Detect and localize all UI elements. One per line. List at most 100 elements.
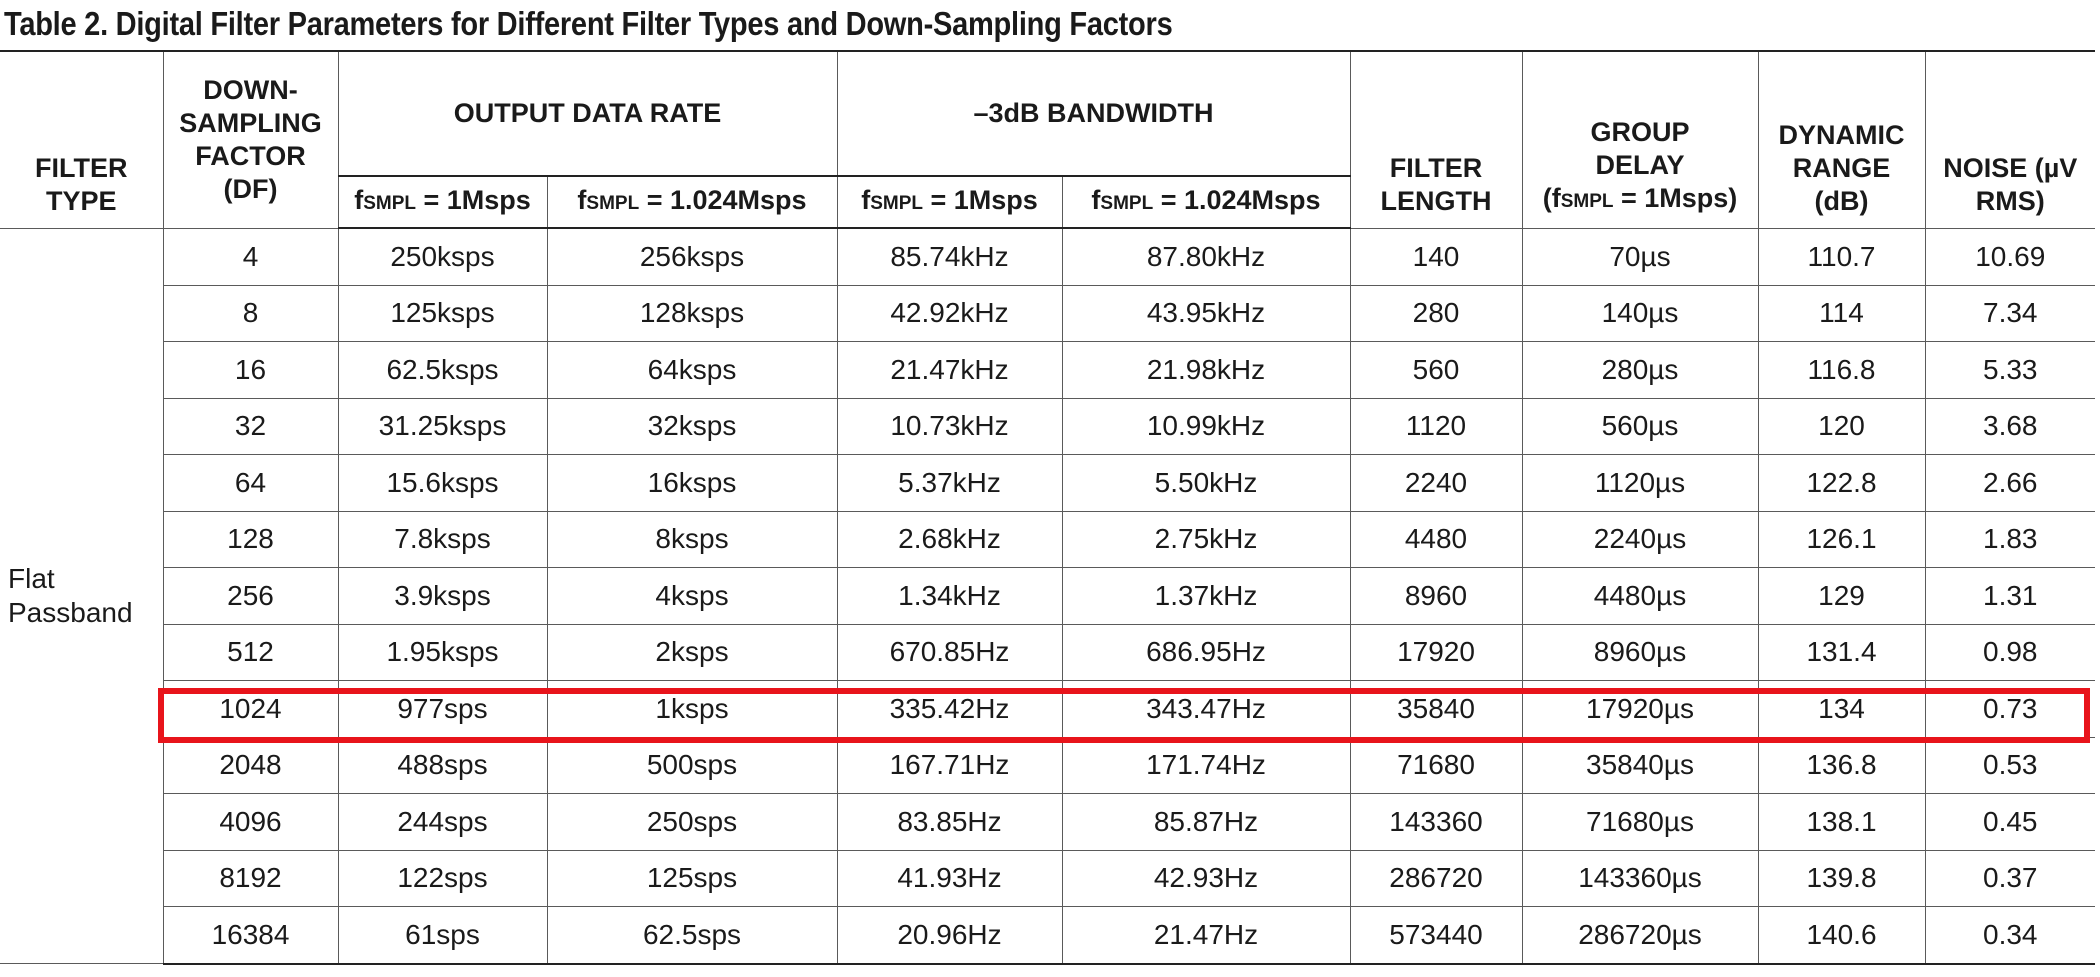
odr-1msps-cell: 244sps — [337, 793, 548, 851]
noise-cell: 10.69 — [1924, 227, 2095, 286]
bw-1024msps-cell: 171.74Hz — [1061, 736, 1351, 794]
dynamic-range-cell: 114 — [1757, 284, 1926, 342]
filter-type-cell: Flat Passband — [0, 227, 164, 964]
bw-1024msps-cell: 43.95kHz — [1061, 284, 1351, 342]
filter-type-label: Passband — [8, 596, 133, 628]
bw-1msps-cell: 1.34kHz — [836, 567, 1063, 625]
group-delay-cell: 8960µs — [1521, 623, 1759, 681]
group-delay-cell: 140µs — [1521, 284, 1759, 342]
odr-1024msps-cell: 32ksps — [546, 397, 838, 455]
header-output-data-rate: OUTPUT DATA RATE — [337, 50, 838, 177]
noise-cell: 0.45 — [1924, 793, 2095, 851]
table-title: Table 2. Digital Filter Parameters for D… — [4, 5, 1173, 42]
table-row: 4096 244sps 250sps 83.85Hz 85.87Hz 143360 7168… — [0, 793, 2095, 851]
table-row: 512 1.95ksps 2ksps 670.85Hz 686.95Hz 17920 896… — [0, 623, 2095, 681]
down-sampling-factor-cell: 8 — [163, 284, 339, 342]
header-down-sampling-factor: DOWN- SAMPLING FACTOR (DF) — [162, 50, 339, 229]
down-sampling-factor-cell: 64 — [163, 454, 339, 512]
down-sampling-factor-cell: 32 — [163, 397, 339, 455]
down-sampling-factor-cell: 1024 — [163, 680, 339, 738]
filter-length-cell: 286720 — [1349, 849, 1523, 907]
header-filter-type: FILTER TYPE — [0, 50, 164, 229]
table-row: Flat Passband 4 250ksps 256ksps 85.74kHz 87.80… — [0, 227, 2095, 964]
bw-1024msps-cell: 5.50kHz — [1061, 454, 1351, 512]
table-row: 1024 977sps 1ksps 335.42Hz 343.47Hz 35840 1792… — [0, 680, 2095, 738]
bw-1msps-cell: 83.85Hz — [836, 793, 1063, 851]
bw-1024msps-cell: 87.80kHz — [1061, 227, 1351, 286]
header-odr-1msps: fSMPL = 1Msps — [338, 175, 548, 229]
odr-1024msps-cell: 2ksps — [546, 623, 838, 681]
group-delay-cell: 4480µs — [1521, 567, 1759, 625]
odr-1msps-cell: 250ksps — [337, 227, 548, 286]
odr-1msps-cell: 62.5ksps — [337, 341, 548, 399]
bw-1msps-cell: 670.85Hz — [836, 623, 1063, 681]
odr-1msps-cell: 122sps — [337, 849, 548, 907]
down-sampling-factor-cell: 16384 — [163, 906, 339, 965]
table-row: 8 125ksps 128ksps 42.92kHz 43.95kHz 280 140µs 1… — [0, 284, 2095, 342]
filter-length-cell: 35840 — [1349, 680, 1523, 738]
bw-1024msps-cell: 2.75kHz — [1061, 510, 1351, 568]
dynamic-range-cell: 138.1 — [1757, 793, 1926, 851]
group-delay-cell: 17920µs — [1521, 680, 1759, 738]
filter-length-cell: 4480 — [1349, 510, 1523, 568]
filter-length-cell: 1120 — [1349, 397, 1523, 455]
header-bw-1msps: fSMPL = 1Msps — [836, 175, 1063, 229]
group-delay-cell: 286720µs — [1521, 906, 1759, 965]
noise-cell: 0.34 — [1924, 906, 2095, 965]
group-delay-cell: 280µs — [1521, 341, 1759, 399]
noise-cell: 3.68 — [1924, 397, 2095, 455]
down-sampling-factor-cell: 16 — [163, 341, 339, 399]
table-body: Flat Passband 4 250ksps 256ksps 85.74kHz 87.80… — [0, 227, 2095, 965]
bw-1msps-cell: 21.47kHz — [836, 341, 1063, 399]
bw-1024msps-cell: 686.95Hz — [1061, 623, 1351, 681]
odr-1024msps-cell: 250sps — [546, 793, 838, 851]
header-odr-1024msps: fSMPL = 1.024Msps — [546, 175, 838, 229]
noise-cell: 7.34 — [1924, 284, 2095, 342]
dynamic-range-cell: 116.8 — [1757, 341, 1926, 399]
odr-1msps-cell: 125ksps — [337, 284, 548, 342]
down-sampling-factor-cell: 128 — [163, 510, 339, 568]
bw-1024msps-cell: 42.93Hz — [1061, 849, 1351, 907]
noise-cell: 0.53 — [1924, 736, 2095, 794]
down-sampling-factor-cell: 512 — [163, 623, 339, 681]
table-row: 64 15.6ksps 16ksps 5.37kHz 5.50kHz 2240 1120µs… — [0, 454, 2095, 512]
header-dynamic-range: DYNAMIC RANGE (dB) — [1757, 50, 1926, 229]
header-bw-1024msps: fSMPL = 1.024Msps — [1061, 175, 1350, 229]
odr-1msps-cell: 488sps — [337, 736, 548, 794]
odr-1024msps-cell: 125sps — [546, 849, 838, 907]
odr-1024msps-cell: 128ksps — [546, 284, 838, 342]
bw-1024msps-cell: 21.98kHz — [1061, 341, 1351, 399]
bw-1024msps-cell: 85.87Hz — [1061, 793, 1351, 851]
down-sampling-factor-cell: 4 — [162, 227, 339, 286]
odr-1msps-cell: 977sps — [337, 680, 548, 738]
group-delay-cell: 71680µs — [1521, 793, 1759, 851]
filter-length-cell: 143360 — [1349, 793, 1523, 851]
filter-parameters-table: FILTER TYPE DOWN- SAMPLING FACTOR (DF) OUTP… — [0, 50, 2095, 965]
filter-length-cell: 2240 — [1349, 454, 1523, 512]
group-delay-cell: 35840µs — [1521, 736, 1759, 794]
odr-1024msps-cell: 500sps — [546, 736, 838, 794]
dynamic-range-cell: 126.1 — [1757, 510, 1926, 568]
dynamic-range-cell: 110.7 — [1757, 227, 1926, 286]
odr-1024msps-cell: 256ksps — [546, 227, 838, 286]
dynamic-range-cell: 140.6 — [1757, 906, 1926, 965]
bw-1024msps-cell: 21.47Hz — [1061, 906, 1351, 965]
odr-1024msps-cell: 62.5sps — [546, 906, 838, 965]
filter-length-cell: 71680 — [1349, 736, 1523, 794]
bw-1msps-cell: 167.71Hz — [836, 736, 1063, 794]
filter-length-cell: 140 — [1349, 227, 1523, 286]
header-3db-bandwidth: –3dB BANDWIDTH — [836, 50, 1351, 177]
bw-1msps-cell: 10.73kHz — [836, 397, 1063, 455]
dynamic-range-cell: 131.4 — [1757, 623, 1926, 681]
group-delay-cell: 560µs — [1521, 397, 1759, 455]
dynamic-range-cell: 129 — [1757, 567, 1926, 625]
dynamic-range-cell: 120 — [1757, 397, 1926, 455]
noise-cell: 0.73 — [1924, 680, 2095, 738]
filter-type-label: Flat — [8, 562, 55, 594]
group-delay-cell: 143360µs — [1521, 849, 1759, 907]
odr-1024msps-cell: 8ksps — [546, 510, 838, 568]
bw-1msps-cell: 5.37kHz — [836, 454, 1063, 512]
table-row: 128 7.8ksps 8ksps 2.68kHz 2.75kHz 4480 2240µs 1… — [0, 510, 2095, 568]
noise-cell: 1.31 — [1924, 567, 2095, 625]
odr-1msps-cell: 7.8ksps — [337, 510, 548, 568]
